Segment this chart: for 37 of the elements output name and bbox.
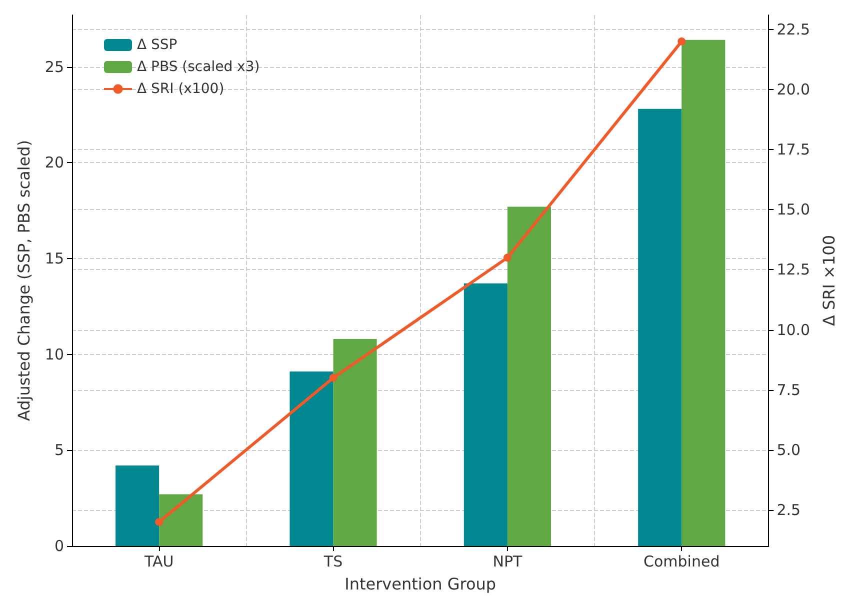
bar	[638, 108, 682, 546]
bar	[507, 206, 551, 546]
y2-axis-title: Δ SRI ×100	[820, 234, 838, 326]
y-tick-label: 5	[54, 441, 64, 460]
point	[155, 518, 164, 526]
y2-tick-label: 12.5	[776, 260, 810, 279]
y2-tick-label: 20.0	[776, 80, 810, 98]
y2-tick-label: 10.0	[776, 320, 810, 339]
legend-label: Δ PBS (scaled x3)	[137, 59, 260, 75]
y2-tick-label: 22.5	[776, 20, 810, 38]
y2-tick-label: 15.0	[776, 200, 810, 219]
y-tick-label: 25	[44, 58, 64, 76]
bar	[464, 283, 508, 546]
x-axis-title: Intervention Group	[344, 574, 496, 594]
y2-tick-label: 5.0	[776, 440, 801, 459]
point	[678, 37, 686, 46]
x-tick-label: NPT	[492, 552, 523, 570]
y-tick-label: 0	[54, 537, 64, 555]
bar	[682, 40, 726, 546]
y-tick-label: 20	[44, 154, 64, 172]
y2-tick-label: 2.5	[776, 500, 801, 519]
point	[503, 254, 512, 262]
x-tick-label: Combined	[644, 552, 720, 570]
y2-tick-label: 17.5	[776, 140, 810, 159]
point	[329, 374, 338, 382]
bar	[333, 338, 377, 546]
y-tick-label: 10	[44, 345, 64, 364]
x-tick-label: TAU	[143, 552, 174, 570]
y-tick-label: 15	[44, 249, 64, 268]
y2-tick-label: 7.5	[776, 380, 801, 399]
bar	[116, 465, 160, 546]
x-tick-label: TS	[322, 552, 343, 570]
bar	[159, 494, 203, 546]
legend-label: Δ SRI (x100)	[137, 81, 224, 97]
legend-label: Δ SSP	[137, 37, 178, 53]
bar	[290, 372, 334, 546]
y-axis-title: Adjusted Change (SSP, PBS scaled)	[14, 140, 34, 422]
